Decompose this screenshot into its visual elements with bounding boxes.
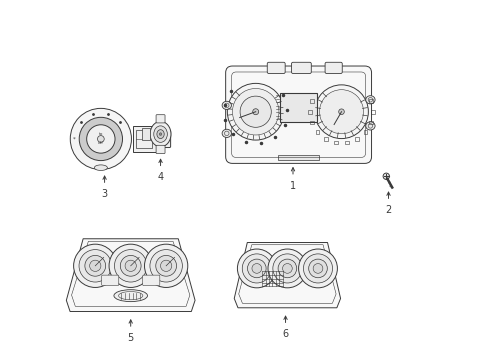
Ellipse shape xyxy=(144,244,187,287)
Ellipse shape xyxy=(319,90,363,134)
Bar xyxy=(333,141,337,144)
Text: to: to xyxy=(99,132,103,136)
Ellipse shape xyxy=(222,129,231,138)
Ellipse shape xyxy=(240,96,271,127)
Ellipse shape xyxy=(227,84,284,140)
Ellipse shape xyxy=(251,264,261,273)
Ellipse shape xyxy=(312,264,322,273)
Ellipse shape xyxy=(70,108,131,170)
Text: *: * xyxy=(73,136,75,141)
Ellipse shape xyxy=(272,254,301,283)
Ellipse shape xyxy=(365,122,374,130)
Text: 4: 4 xyxy=(157,172,163,182)
Bar xyxy=(309,99,313,103)
Ellipse shape xyxy=(155,138,159,140)
FancyBboxPatch shape xyxy=(156,145,164,153)
Ellipse shape xyxy=(382,173,388,179)
Ellipse shape xyxy=(303,254,332,283)
FancyBboxPatch shape xyxy=(280,93,316,122)
Ellipse shape xyxy=(153,126,167,142)
Bar xyxy=(324,137,327,141)
Bar xyxy=(309,121,313,124)
FancyBboxPatch shape xyxy=(102,275,119,285)
Ellipse shape xyxy=(156,256,176,276)
Ellipse shape xyxy=(242,254,271,283)
Ellipse shape xyxy=(308,259,326,278)
FancyBboxPatch shape xyxy=(291,62,311,73)
Polygon shape xyxy=(66,239,195,311)
Bar xyxy=(368,121,372,124)
FancyBboxPatch shape xyxy=(267,62,285,73)
Ellipse shape xyxy=(157,130,164,139)
Ellipse shape xyxy=(237,249,276,288)
Ellipse shape xyxy=(89,260,101,271)
Text: 6: 6 xyxy=(282,329,288,339)
Ellipse shape xyxy=(222,101,231,109)
Bar xyxy=(307,110,311,114)
Ellipse shape xyxy=(338,109,344,114)
Ellipse shape xyxy=(120,256,141,276)
FancyBboxPatch shape xyxy=(142,128,150,140)
Ellipse shape xyxy=(150,121,171,147)
Polygon shape xyxy=(234,243,340,308)
FancyBboxPatch shape xyxy=(156,115,164,123)
FancyBboxPatch shape xyxy=(278,155,319,160)
FancyBboxPatch shape xyxy=(225,66,371,163)
Ellipse shape xyxy=(232,89,278,135)
FancyBboxPatch shape xyxy=(325,62,342,73)
Ellipse shape xyxy=(267,249,306,288)
Ellipse shape xyxy=(125,260,136,271)
Ellipse shape xyxy=(97,136,104,142)
Bar xyxy=(368,99,372,103)
Ellipse shape xyxy=(282,264,292,273)
Ellipse shape xyxy=(160,260,171,271)
Text: 1: 1 xyxy=(289,181,295,190)
Ellipse shape xyxy=(159,133,162,135)
Text: 3: 3 xyxy=(102,189,107,199)
Bar xyxy=(355,137,358,141)
Bar xyxy=(345,141,348,144)
Bar xyxy=(370,110,374,114)
Ellipse shape xyxy=(314,85,367,139)
FancyBboxPatch shape xyxy=(132,126,155,152)
Ellipse shape xyxy=(150,249,182,282)
Text: off: off xyxy=(98,141,103,145)
Ellipse shape xyxy=(365,96,374,104)
Ellipse shape xyxy=(109,244,152,287)
Ellipse shape xyxy=(114,249,146,282)
Ellipse shape xyxy=(86,125,115,153)
Ellipse shape xyxy=(74,244,117,287)
Ellipse shape xyxy=(278,259,296,278)
Text: 2: 2 xyxy=(385,205,391,215)
Bar xyxy=(363,130,366,134)
Ellipse shape xyxy=(252,109,258,115)
FancyBboxPatch shape xyxy=(142,275,160,285)
Ellipse shape xyxy=(247,259,265,278)
Ellipse shape xyxy=(85,256,105,276)
Ellipse shape xyxy=(162,134,167,144)
Ellipse shape xyxy=(94,165,107,171)
Ellipse shape xyxy=(114,290,147,302)
Ellipse shape xyxy=(298,249,337,288)
Ellipse shape xyxy=(155,142,159,145)
Ellipse shape xyxy=(79,249,111,282)
Ellipse shape xyxy=(155,133,159,136)
Bar xyxy=(315,130,319,134)
Ellipse shape xyxy=(79,117,122,161)
Text: 5: 5 xyxy=(127,333,134,343)
FancyBboxPatch shape xyxy=(159,130,170,148)
